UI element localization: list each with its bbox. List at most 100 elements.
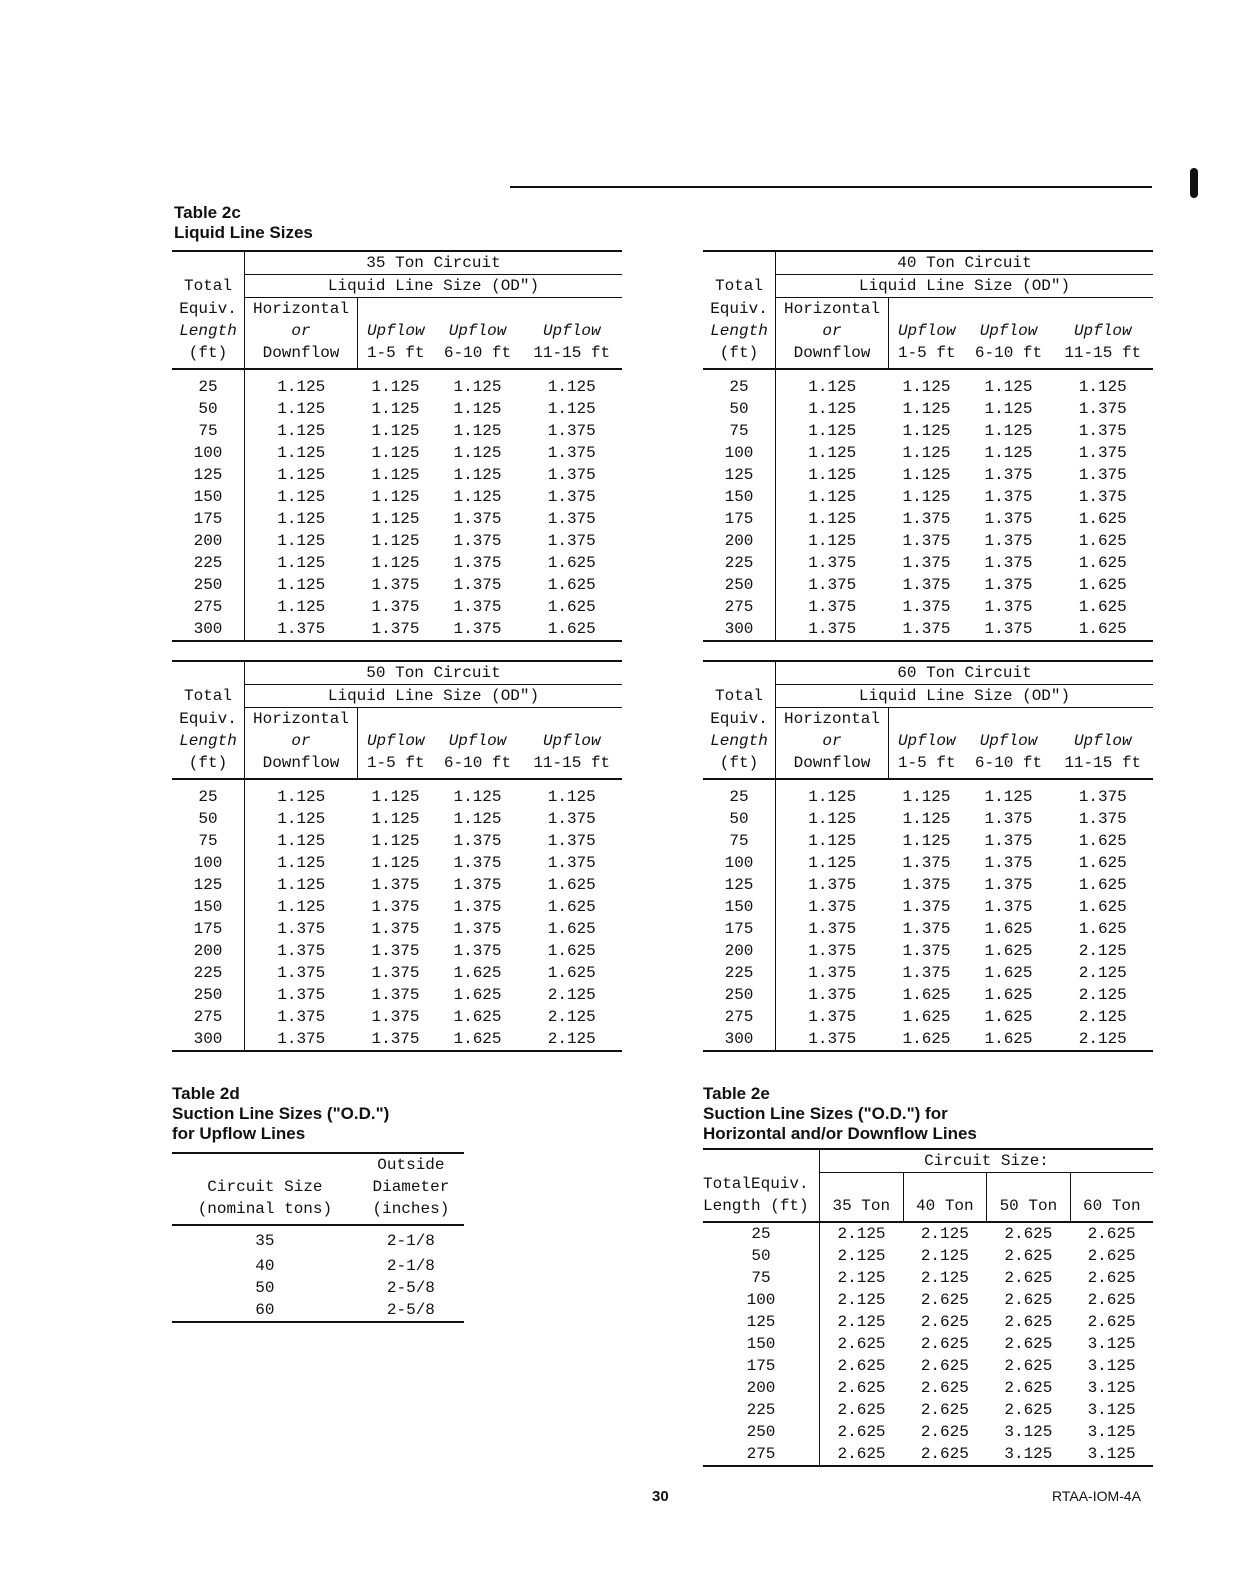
cell: 50 [172, 398, 245, 420]
suction-horizontal-table: Circuit Size: TotalEquiv. Length (ft) 35 … [703, 1148, 1153, 1467]
cell: 1.375 [453, 620, 502, 638]
cell: 1.625 [453, 986, 502, 1004]
header-cell: 6-10 ft [964, 752, 1053, 780]
table-title: Suction Line Sizes ("O.D.") for [703, 1104, 948, 1123]
table-row: 50 2-5/8 [172, 1277, 464, 1299]
cell: 2.625 [920, 1445, 969, 1463]
header-cell: Outside [377, 1156, 445, 1174]
cell: 1.375 [453, 510, 502, 528]
cell: 1.125 [902, 444, 951, 462]
cell: 1.375 [984, 532, 1033, 550]
cell: 125 [703, 464, 776, 486]
cell: 1.125 [277, 876, 326, 894]
cell: 1.125 [547, 378, 596, 396]
cell: 200 [703, 530, 776, 552]
cell: 1.125 [277, 554, 326, 572]
cell: 25 [703, 369, 776, 398]
table-label: Table 2e [703, 1084, 770, 1103]
cell: 1.375 [902, 532, 951, 550]
header-cell: Length [172, 320, 245, 342]
cell: 1.625 [984, 1008, 1033, 1026]
table-row: 250 1.375 1.375 1.625 2.125 [172, 984, 622, 1006]
cell: 275 [703, 1443, 820, 1466]
header-cell: 1-5 ft [888, 342, 965, 370]
table-row: 300 1.375 1.625 1.625 2.125 [703, 1028, 1153, 1051]
header-cell: Total [703, 684, 776, 708]
cell: 1.125 [808, 854, 857, 872]
cell: 1.125 [808, 532, 857, 550]
cell: 1.375 [1078, 422, 1127, 440]
table-row: 200 1.125 1.125 1.375 1.375 [172, 530, 622, 552]
cell: 1.625 [453, 1008, 502, 1026]
cell: 1.125 [277, 488, 326, 506]
table-row: 40 2-1/8 [172, 1255, 464, 1277]
cell: 1.375 [371, 598, 420, 616]
cell: 40 [255, 1257, 275, 1275]
table-row: 225 1.375 1.375 1.625 1.625 [172, 962, 622, 984]
header-cell: 60 Ton [1069, 1195, 1153, 1223]
header-cell: Horizontal [775, 297, 889, 320]
header-cell: Upflow [448, 322, 507, 340]
cell: 1.625 [1078, 510, 1127, 528]
cell: 2.125 [547, 1030, 596, 1048]
binding-mark [1190, 168, 1198, 198]
cell: 200 [172, 530, 245, 552]
cell: 2.625 [1004, 1247, 1053, 1265]
cell: 175 [703, 918, 776, 940]
table-row: 50 1.125 1.125 1.125 1.375 [703, 398, 1153, 420]
cell: 1.375 [984, 598, 1033, 616]
cell: 1.625 [902, 986, 951, 1004]
cell: 2.625 [1087, 1269, 1136, 1287]
cell: 25 [172, 779, 245, 808]
cell: 1.625 [453, 1030, 502, 1048]
header-cell: (nominal tons) [172, 1198, 358, 1226]
cell: 1.125 [808, 444, 857, 462]
header-cell: (ft) [703, 752, 776, 780]
header-cell: Downflow [244, 752, 358, 780]
cell: 2.125 [1078, 986, 1127, 1004]
cell: 125 [703, 874, 776, 896]
header-cell: Downflow [775, 752, 889, 780]
cell: 50 [703, 1245, 820, 1267]
table-2c-heading: Table 2c Liquid Line Sizes [174, 203, 313, 243]
cell: 1.375 [547, 832, 596, 850]
header-cell: Horizontal [244, 707, 358, 730]
cell: 1.125 [371, 422, 420, 440]
header-cell: Equiv. [703, 297, 776, 320]
cell: 2-5/8 [386, 1279, 435, 1297]
cell: 1.375 [1078, 810, 1127, 828]
cell: 1.375 [453, 920, 502, 938]
table-row: 225 1.375 1.375 1.625 2.125 [703, 962, 1153, 984]
cell: 225 [703, 962, 776, 984]
cell: 175 [703, 1355, 820, 1377]
size-label: Liquid Line Size (OD") [244, 274, 622, 298]
header-cell: Upflow [897, 322, 956, 340]
header-cell: Downflow [244, 342, 358, 370]
cell: 1.375 [1078, 466, 1127, 484]
table-row: 25 2.125 2.125 2.625 2.625 [703, 1222, 1153, 1245]
header-cell: Upflow [366, 322, 425, 340]
cell: 2.625 [1004, 1379, 1053, 1397]
cell: 1.125 [277, 810, 326, 828]
cell: 1.375 [371, 876, 420, 894]
cell: 1.625 [547, 876, 596, 894]
cell: 300 [703, 1028, 776, 1051]
table-row: 125 2.125 2.625 2.625 2.625 [703, 1311, 1153, 1333]
cell: 2.125 [1078, 1008, 1127, 1026]
header-cell: 1-5 ft [888, 752, 965, 780]
header-cell: Downflow [775, 342, 889, 370]
cell: 1.125 [277, 400, 326, 418]
cell: 2.125 [837, 1269, 886, 1287]
cell: 2.625 [920, 1357, 969, 1375]
table-row: 75 2.125 2.125 2.625 2.625 [703, 1267, 1153, 1289]
table-2d-heading: Table 2d Suction Line Sizes ("O.D.") for… [172, 1084, 389, 1144]
cell: 35 [255, 1231, 275, 1250]
cell: 150 [172, 486, 245, 508]
table-row: 150 2.625 2.625 2.625 3.125 [703, 1333, 1153, 1355]
cell: 3.125 [1004, 1423, 1053, 1441]
cell: 1.375 [547, 810, 596, 828]
cell: 2.625 [837, 1335, 886, 1353]
header-cell: Equiv. [172, 707, 245, 730]
table-row: 35 2-1/8 [172, 1225, 464, 1255]
